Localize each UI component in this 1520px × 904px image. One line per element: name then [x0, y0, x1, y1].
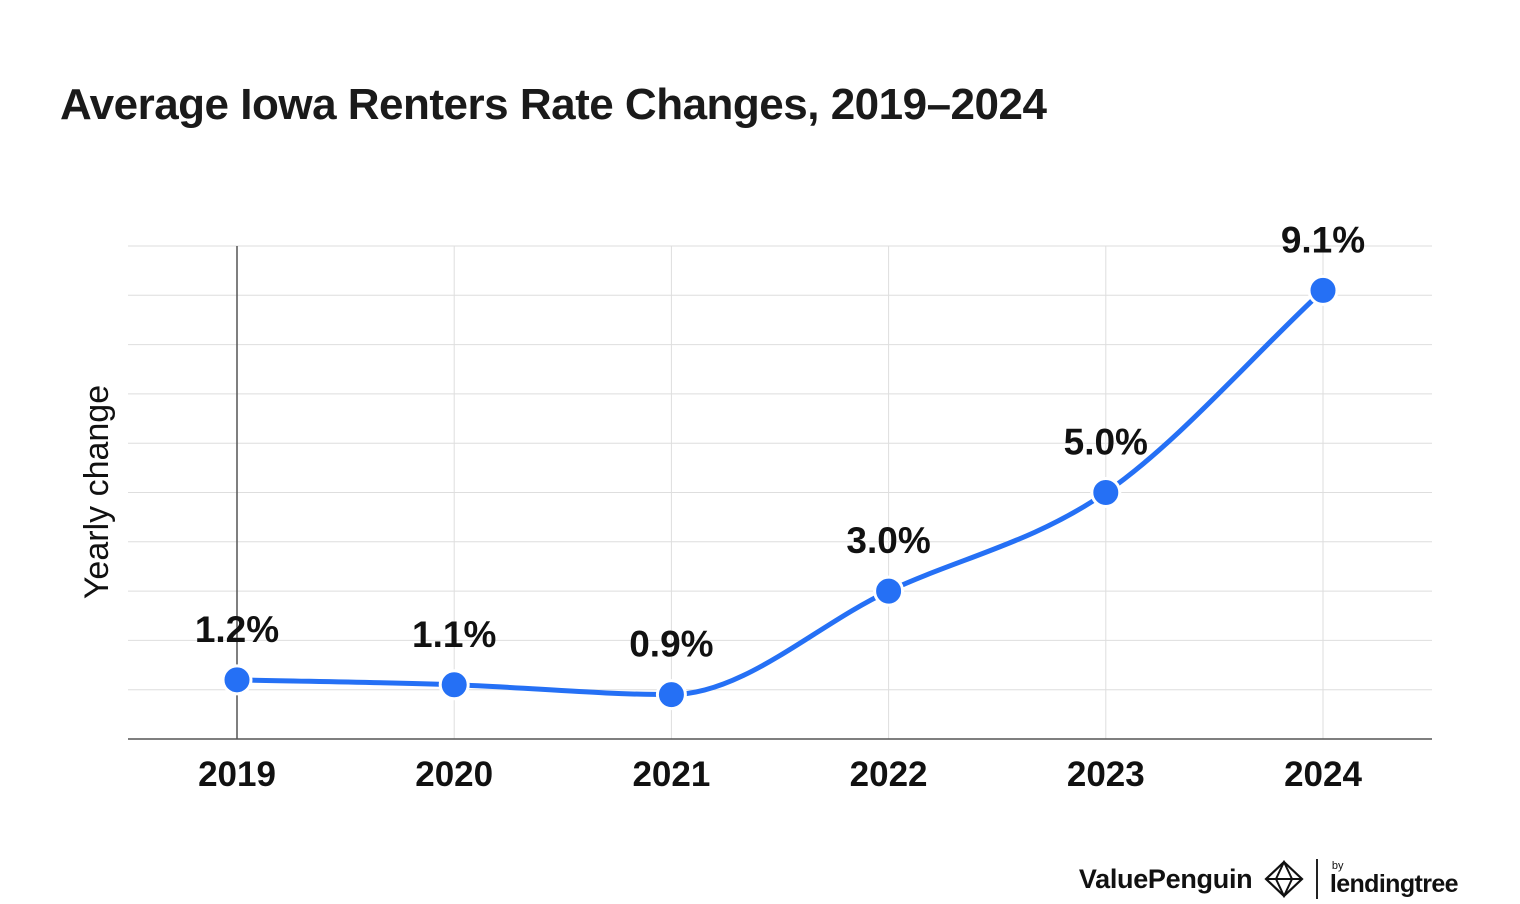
x-tick-label: 2019 [198, 755, 276, 794]
data-point-marker [221, 664, 253, 696]
data-value-label: 0.9% [629, 624, 713, 665]
horizontal-gridlines [128, 245, 1432, 691]
x-tick-label: 2023 [1067, 755, 1145, 794]
chart-title: Average Iowa Renters Rate Changes, 2019–… [60, 80, 1047, 129]
x-tick-labels: 2019 2020 2021 2022 2023 2024 [198, 755, 1362, 794]
data-value-label: 5.0% [1064, 422, 1148, 463]
brand-separator [1316, 859, 1318, 899]
data-value-label: 1.2% [195, 609, 279, 650]
penguin-logo-icon [1264, 860, 1304, 898]
x-tick-label: 2020 [415, 755, 493, 794]
lendingtree-logo: by lendingtree [1329, 860, 1459, 898]
data-point-marker [1307, 274, 1339, 306]
data-labels: 1.2% 1.1% 0.9% 3.0% 5.0% 9.1% [195, 219, 1365, 664]
lendingtree-logo-text: lendingtree [1329, 870, 1459, 898]
data-value-label: 3.0% [846, 520, 930, 561]
data-value-label: 9.1% [1281, 219, 1365, 260]
brand-by-text: by [1331, 860, 1344, 872]
brand-footer: ValuePenguin by lendingtree [1078, 858, 1459, 900]
data-markers [221, 274, 1339, 711]
x-tick-label: 2022 [850, 755, 928, 794]
valuepenguin-logo-text: ValuePenguin [1078, 863, 1253, 894]
x-tick-label: 2024 [1284, 755, 1362, 794]
data-point-marker [438, 669, 470, 701]
data-value-label: 1.1% [412, 614, 496, 655]
y-axis-label: Yearly change [78, 385, 116, 599]
data-point-marker [873, 575, 905, 607]
data-point-marker [1090, 477, 1122, 508]
x-tick-label: 2021 [632, 755, 710, 794]
data-point-marker [655, 679, 687, 711]
